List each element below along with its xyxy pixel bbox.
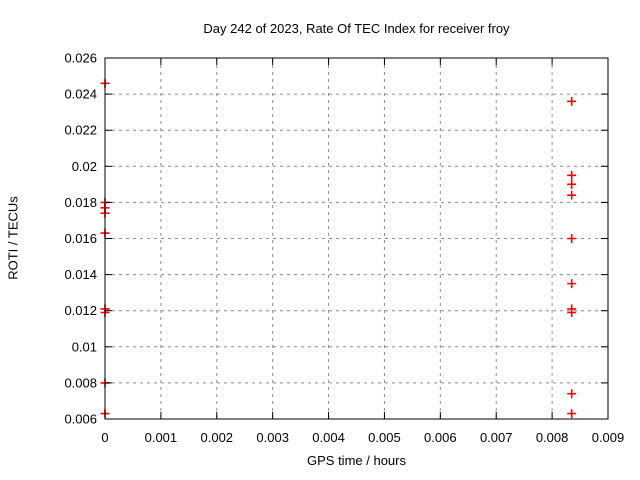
x-tick-label: 0.003 <box>256 430 289 445</box>
y-tick-label: 0.022 <box>64 123 97 138</box>
data-point-marker <box>567 308 577 318</box>
data-point-marker <box>567 179 577 189</box>
y-tick-label: 0.01 <box>72 339 97 354</box>
x-tick-label: 0.001 <box>145 430 178 445</box>
y-tick-label: 0.014 <box>64 267 97 282</box>
y-tick-label: 0.024 <box>64 87 97 102</box>
y-tick-label: 0.026 <box>64 51 97 66</box>
x-axis-label: GPS time / hours <box>307 453 406 468</box>
x-tick-label: 0.006 <box>424 430 457 445</box>
data-point-marker <box>567 279 577 289</box>
x-tick-label: 0.007 <box>480 430 513 445</box>
data-point-marker <box>567 190 577 200</box>
y-tick-label: 0.012 <box>64 303 97 318</box>
data-point-marker <box>567 234 577 243</box>
x-tick-label: 0.005 <box>368 430 401 445</box>
data-point-marker <box>567 170 577 180</box>
y-tick-label: 0.006 <box>64 412 97 427</box>
x-tick-label: 0.004 <box>312 430 345 445</box>
chart-title: Day 242 of 2023, Rate Of TEC Index for r… <box>203 21 510 36</box>
x-tick-label: 0.009 <box>592 430 625 445</box>
x-tick-label: 0.008 <box>536 430 569 445</box>
y-tick-label: 0.016 <box>64 231 97 246</box>
data-point-marker <box>567 389 577 399</box>
y-tick-label: 0.018 <box>64 195 97 210</box>
data-point-marker <box>567 96 577 106</box>
x-tick-label: 0 <box>101 430 108 445</box>
data-point-marker <box>567 409 577 419</box>
y-tick-label: 0.008 <box>64 375 97 390</box>
y-tick-label: 0.02 <box>72 159 97 174</box>
x-tick-label: 0.002 <box>201 430 234 445</box>
